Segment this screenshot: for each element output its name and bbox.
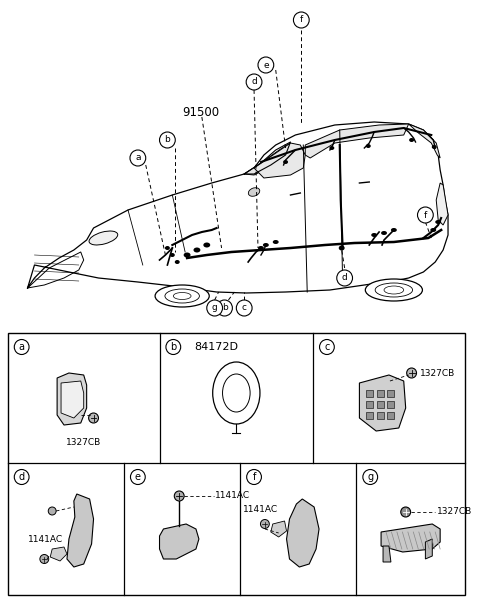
Circle shape — [258, 57, 274, 73]
Polygon shape — [244, 143, 290, 175]
Circle shape — [247, 469, 262, 484]
Ellipse shape — [193, 248, 200, 252]
Text: b: b — [222, 304, 228, 313]
Text: 91500: 91500 — [182, 105, 219, 118]
Circle shape — [174, 491, 184, 501]
Text: a: a — [135, 154, 141, 163]
Circle shape — [246, 74, 262, 90]
Text: f: f — [300, 16, 303, 25]
Text: d: d — [251, 78, 257, 87]
Circle shape — [216, 300, 232, 316]
Ellipse shape — [89, 231, 118, 245]
Polygon shape — [360, 375, 406, 431]
Polygon shape — [287, 499, 319, 567]
Polygon shape — [271, 521, 287, 537]
Text: c: c — [324, 342, 330, 352]
Text: 84172D: 84172D — [194, 342, 238, 352]
Text: 1327CB: 1327CB — [420, 368, 455, 377]
Bar — [377, 389, 384, 396]
Polygon shape — [425, 539, 432, 559]
Circle shape — [166, 340, 180, 355]
Ellipse shape — [430, 228, 436, 232]
Ellipse shape — [165, 246, 170, 250]
Bar — [366, 401, 372, 407]
Text: 1141AC: 1141AC — [215, 492, 250, 501]
Text: 1141AC: 1141AC — [27, 535, 63, 544]
Text: c: c — [242, 304, 247, 313]
Text: 1141AC: 1141AC — [243, 505, 278, 514]
Circle shape — [89, 413, 98, 423]
Ellipse shape — [365, 279, 422, 301]
Bar — [366, 411, 372, 419]
Text: f: f — [252, 472, 256, 482]
Ellipse shape — [204, 243, 210, 248]
Ellipse shape — [366, 144, 371, 148]
Text: f: f — [424, 210, 427, 219]
Polygon shape — [159, 524, 199, 559]
Circle shape — [207, 300, 223, 316]
Ellipse shape — [435, 220, 441, 224]
Text: g: g — [212, 304, 217, 313]
Ellipse shape — [175, 260, 180, 264]
Circle shape — [14, 340, 29, 355]
Ellipse shape — [184, 252, 191, 258]
Circle shape — [159, 132, 175, 148]
Polygon shape — [436, 183, 448, 225]
Circle shape — [40, 554, 49, 563]
Bar — [8, 333, 465, 595]
Polygon shape — [50, 547, 67, 561]
Ellipse shape — [248, 188, 260, 196]
Ellipse shape — [381, 231, 387, 235]
Ellipse shape — [329, 146, 334, 150]
Circle shape — [401, 507, 410, 517]
Bar — [387, 389, 395, 396]
Ellipse shape — [283, 160, 288, 164]
Polygon shape — [383, 546, 391, 562]
Bar — [387, 411, 395, 419]
Ellipse shape — [273, 240, 279, 244]
Ellipse shape — [155, 285, 209, 307]
Text: 1327CB: 1327CB — [66, 438, 101, 447]
Circle shape — [48, 507, 56, 515]
Ellipse shape — [432, 145, 437, 149]
Ellipse shape — [409, 138, 414, 142]
Polygon shape — [61, 381, 84, 418]
Circle shape — [363, 469, 378, 484]
Text: b: b — [165, 136, 170, 145]
Text: g: g — [367, 472, 373, 482]
Text: d: d — [342, 273, 348, 282]
Text: d: d — [19, 472, 25, 482]
Circle shape — [14, 469, 29, 484]
Polygon shape — [57, 373, 87, 425]
Bar — [366, 389, 372, 396]
Circle shape — [261, 520, 269, 529]
Bar — [377, 401, 384, 407]
Circle shape — [130, 150, 146, 166]
Text: e: e — [263, 60, 269, 69]
Ellipse shape — [371, 233, 377, 237]
Circle shape — [418, 207, 433, 223]
Polygon shape — [408, 124, 440, 158]
Circle shape — [131, 469, 145, 484]
Ellipse shape — [170, 253, 175, 257]
Text: 1327CB: 1327CB — [437, 508, 472, 517]
Ellipse shape — [339, 246, 345, 251]
Ellipse shape — [258, 246, 264, 250]
Circle shape — [236, 300, 252, 316]
Polygon shape — [305, 124, 408, 158]
Ellipse shape — [263, 243, 269, 247]
Text: a: a — [19, 342, 24, 352]
Ellipse shape — [391, 228, 397, 232]
Circle shape — [337, 270, 352, 286]
Polygon shape — [254, 143, 305, 178]
Polygon shape — [67, 494, 94, 567]
Circle shape — [320, 340, 334, 355]
Circle shape — [407, 368, 417, 378]
Text: b: b — [170, 342, 177, 352]
Bar — [387, 401, 395, 407]
Circle shape — [293, 12, 309, 28]
Bar — [377, 411, 384, 419]
Polygon shape — [381, 524, 440, 552]
Text: e: e — [135, 472, 141, 482]
